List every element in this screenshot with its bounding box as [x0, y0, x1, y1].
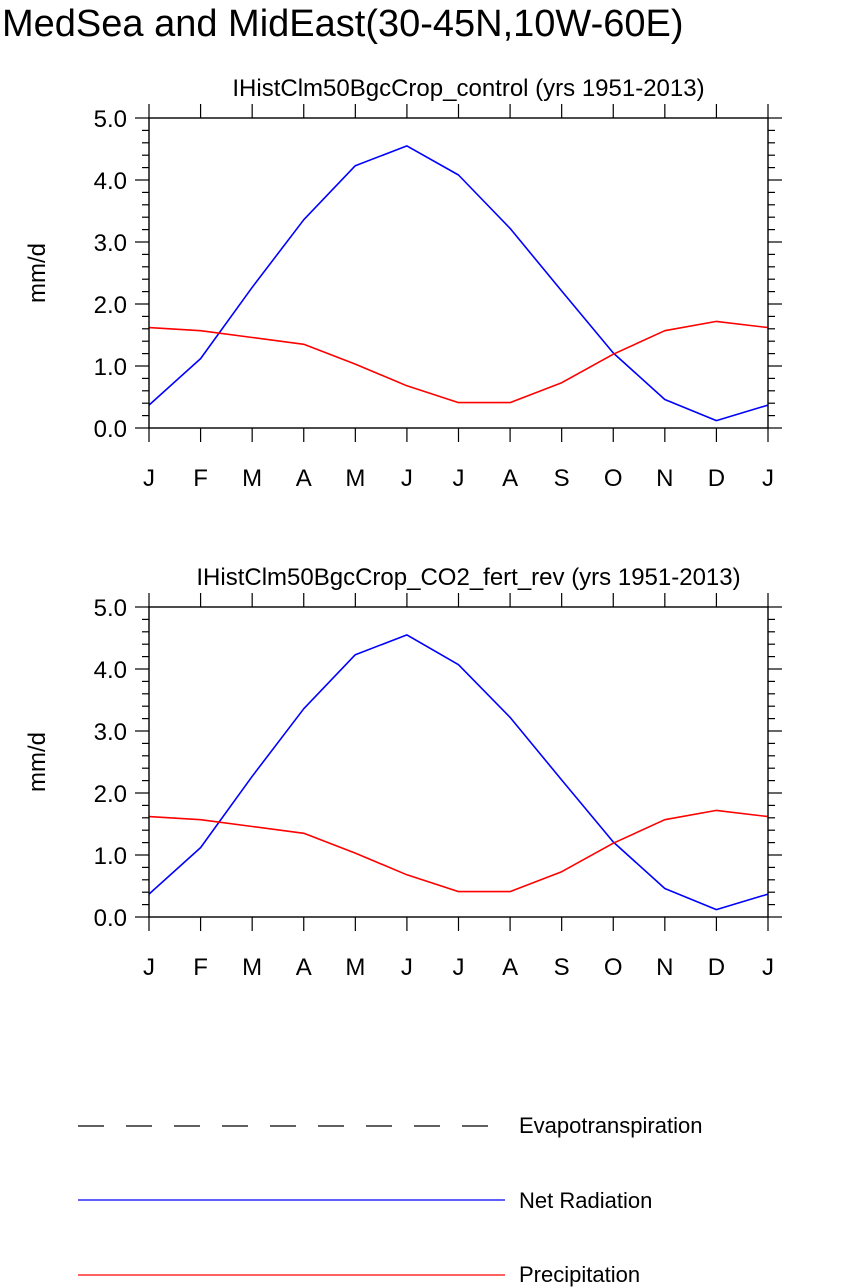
- x-tick-label: M: [242, 465, 262, 492]
- x-tick-label: M: [345, 465, 365, 492]
- chart-title: IHistClm50BgcCrop_CO2_fert_rev (yrs 1951…: [196, 564, 740, 591]
- series-line-net-radiation: [148, 145, 769, 422]
- legend-item-evapotranspiration: Evapotranspiration: [78, 1113, 702, 1138]
- chart-title: IHistClm50BgcCrop_control (yrs 1951-2013…: [232, 75, 704, 102]
- x-tick-label: A: [296, 954, 312, 981]
- x-tick-label: A: [502, 465, 518, 492]
- figure-title: MedSea and MidEast(30-45N,10W-60E): [2, 3, 684, 45]
- y-tick-label: 2.0: [94, 781, 127, 808]
- y-tick-label: 4.0: [94, 168, 127, 195]
- y-tick-label: 3.0: [94, 230, 127, 257]
- y-axis-label: mm/d: [24, 732, 51, 792]
- series-line-precipitation: [148, 809, 769, 893]
- x-tick-label: O: [604, 465, 623, 492]
- x-tick-label: J: [401, 954, 413, 981]
- x-tick-label: J: [762, 465, 774, 492]
- axis-ticks: [135, 593, 782, 931]
- y-tick-label: 0.0: [94, 416, 127, 443]
- x-tick-label: N: [656, 954, 673, 981]
- x-tick-label: F: [193, 954, 208, 981]
- x-tick-label: S: [554, 954, 570, 981]
- y-tick-label: 5.0: [94, 595, 127, 622]
- legend-item-precipitation: Precipitation: [78, 1262, 640, 1287]
- legend-label-precipitation: Precipitation: [519, 1262, 640, 1287]
- x-tick-label: A: [502, 954, 518, 981]
- x-tick-label: D: [708, 954, 725, 981]
- x-tick-label: S: [554, 465, 570, 492]
- x-tick-label: J: [453, 465, 465, 492]
- y-tick-label: 5.0: [94, 106, 127, 133]
- chart-panel-co2-fert-rev: IHistClm50BgcCrop_CO2_fert_rev (yrs 1951…: [24, 564, 782, 981]
- plot-frame: [148, 117, 769, 429]
- legend-item-net-radiation: Net Radiation: [78, 1188, 652, 1213]
- legend-label-evapotranspiration: Evapotranspiration: [519, 1113, 702, 1138]
- x-tick-label: J: [453, 954, 465, 981]
- y-tick-label: 0.0: [94, 905, 127, 932]
- y-tick-label: 2.0: [94, 292, 127, 319]
- y-tick-label: 1.0: [94, 843, 127, 870]
- x-tick-label: J: [143, 954, 155, 981]
- y-axis-label: mm/d: [24, 243, 51, 303]
- chart-panel-control: IHistClm50BgcCrop_control (yrs 1951-2013…: [24, 75, 782, 492]
- y-tick-label: 1.0: [94, 354, 127, 381]
- plot-frame: [148, 606, 769, 918]
- series-line-net-radiation: [148, 634, 769, 911]
- axis-ticks: [135, 104, 782, 442]
- x-tick-label: J: [143, 465, 155, 492]
- x-tick-label: D: [708, 465, 725, 492]
- series-line-precipitation: [148, 320, 769, 404]
- x-tick-label: O: [604, 954, 623, 981]
- y-tick-label: 4.0: [94, 657, 127, 684]
- x-tick-label: M: [242, 954, 262, 981]
- legend: Evapotranspiration Net Radiation Precipi…: [78, 1113, 702, 1287]
- x-tick-label: N: [656, 465, 673, 492]
- legend-label-net-radiation: Net Radiation: [519, 1188, 652, 1213]
- x-tick-label: J: [762, 954, 774, 981]
- x-tick-label: A: [296, 465, 312, 492]
- x-tick-label: J: [401, 465, 413, 492]
- x-tick-label: M: [345, 954, 365, 981]
- y-tick-label: 3.0: [94, 719, 127, 746]
- x-tick-label: F: [193, 465, 208, 492]
